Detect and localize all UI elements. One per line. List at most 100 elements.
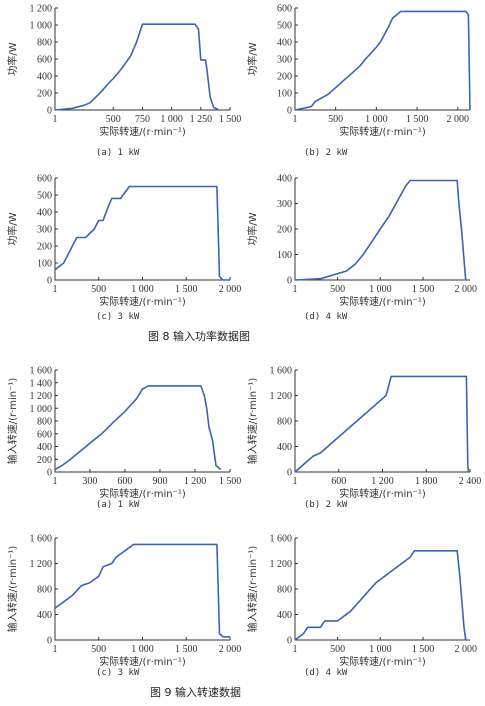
figure-8-caption: 图 8 输入功率数据图 bbox=[148, 330, 250, 343]
y-tick-label: 600 bbox=[37, 429, 52, 440]
y-tick-label: 100 bbox=[277, 89, 292, 100]
x-tick-label: 2 000 bbox=[454, 284, 477, 295]
x-axis-label: 实际转速/(r·min⁻¹) bbox=[99, 295, 186, 308]
y-axis-label: 输入转速/(r·min⁻¹) bbox=[6, 546, 19, 633]
x-axis-label: 实际转速/(r·min⁻¹) bbox=[339, 125, 426, 138]
chart-svg-f9d: 0 400 800 1 200 1 600 1 500 1 000 1 500 2 000 实际转速… bbox=[246, 534, 477, 669]
x-tick-label: 1 000 bbox=[365, 114, 388, 125]
y-tick-label: 1 200 bbox=[270, 559, 293, 570]
x-tick-label: 1 bbox=[53, 114, 58, 125]
y-tick-label: 200 bbox=[37, 455, 52, 466]
x-tick-label: 1 500 bbox=[412, 284, 435, 295]
y-axis-label: 功率/W bbox=[246, 212, 259, 245]
figure-9-caption: 图 9 输入转速数据 bbox=[150, 686, 241, 699]
y-axis-label: 功率/W bbox=[6, 42, 19, 75]
x-tick-label: 750 bbox=[135, 114, 150, 125]
y-tick-label: 0 bbox=[47, 636, 52, 647]
x-tick-label: 2 400 bbox=[459, 476, 482, 487]
x-tick-label: 500 bbox=[91, 284, 106, 295]
chart-svg-f8b: 0 100 200 300 400 500 600 1 500 1 000 1 500 2 000 实际… bbox=[246, 4, 471, 138]
x-tick-label: 1 500 bbox=[175, 644, 198, 655]
chart-svg-f9b: 0 400 800 1 200 1 600 1 600 1 200 1 800 2 400 实际转速… bbox=[246, 366, 482, 501]
y-tick-label: 500 bbox=[37, 191, 52, 202]
series-line bbox=[294, 10, 471, 111]
y-tick-label: 0 bbox=[47, 276, 52, 287]
axes bbox=[294, 178, 470, 281]
chart-svg-f9c: 0 400 800 1 200 1 600 1 500 1 000 1 500 2 000 实际转速… bbox=[6, 534, 241, 669]
subcaption-f9c: (c) 3 kW bbox=[96, 668, 140, 678]
subcaption-f9b: (b) 2 kW bbox=[304, 500, 348, 510]
y-tick-label: 1 000 bbox=[30, 404, 53, 415]
x-tick-label: 500 bbox=[328, 114, 343, 125]
chart-f8c: 0 100 200 300 400 500 600 1 500 1 000 1 500 2 000 实际… bbox=[0, 170, 242, 318]
y-tick-label: 300 bbox=[277, 199, 292, 210]
x-tick-label: 1 bbox=[53, 284, 58, 295]
series-line bbox=[54, 385, 222, 471]
y-tick-label: 400 bbox=[37, 72, 52, 83]
x-axis-label: 实际转速/(r·min⁻¹) bbox=[339, 487, 426, 500]
x-axis-label: 实际转速/(r·min⁻¹) bbox=[99, 655, 186, 668]
y-tick-label: 1 200 bbox=[30, 559, 53, 570]
chart-f9b: 0 400 800 1 200 1 600 1 600 1 200 1 800 2 400 实际转速… bbox=[240, 362, 482, 510]
x-tick-label: 500 bbox=[91, 644, 106, 655]
x-tick-label: 1 500 bbox=[406, 114, 429, 125]
x-tick-label: 1 250 bbox=[190, 114, 213, 125]
x-tick-label: 600 bbox=[117, 476, 132, 487]
y-tick-label: 400 bbox=[37, 208, 52, 219]
axes bbox=[294, 370, 470, 473]
series-line bbox=[294, 550, 467, 641]
y-axis-label: 功率/W bbox=[246, 42, 259, 75]
y-tick-label: 200 bbox=[277, 225, 292, 236]
y-tick-label: 0 bbox=[287, 636, 292, 647]
axes bbox=[294, 8, 470, 111]
x-tick-label: 1 000 bbox=[369, 284, 392, 295]
subcaption-f9d: (d) 4 kW bbox=[304, 668, 348, 678]
y-tick-label: 800 bbox=[277, 417, 292, 428]
x-tick-label: 1 000 bbox=[369, 644, 392, 655]
y-tick-label: 100 bbox=[37, 259, 52, 270]
x-tick-label: 300 bbox=[82, 476, 97, 487]
axes bbox=[54, 178, 230, 281]
subcaption-f8c: (c) 3 kW bbox=[96, 312, 140, 322]
x-axis-label: 实际转速/(r·min⁻¹) bbox=[339, 295, 426, 308]
axes bbox=[54, 370, 230, 473]
subcaption-f8a: (a) 1 kW bbox=[96, 148, 140, 158]
x-tick-label: 1 bbox=[293, 476, 298, 487]
y-tick-label: 800 bbox=[37, 38, 52, 49]
y-axis-label: 功率/W bbox=[6, 212, 19, 245]
y-tick-label: 300 bbox=[37, 225, 52, 236]
y-tick-label: 400 bbox=[277, 442, 292, 453]
x-axis-label: 实际转速/(r·min⁻¹) bbox=[99, 487, 186, 500]
series-line bbox=[294, 179, 467, 281]
x-tick-label: 1 bbox=[53, 644, 58, 655]
series-line bbox=[54, 543, 230, 638]
x-tick-label: 1 500 bbox=[219, 114, 242, 125]
x-tick-label: 500 bbox=[106, 114, 121, 125]
y-tick-label: 1 200 bbox=[30, 4, 53, 15]
axes bbox=[294, 538, 470, 641]
x-tick-label: 2 000 bbox=[219, 284, 242, 295]
y-tick-label: 1 400 bbox=[30, 378, 53, 389]
series-line bbox=[54, 23, 219, 111]
y-axis-label: 输入转速/(r·min⁻¹) bbox=[6, 378, 19, 465]
y-tick-label: 1 200 bbox=[30, 391, 53, 402]
y-tick-label: 800 bbox=[37, 417, 52, 428]
x-tick-label: 1 bbox=[293, 114, 298, 125]
y-tick-label: 0 bbox=[287, 276, 292, 287]
y-tick-label: 600 bbox=[37, 55, 52, 66]
x-tick-label: 1 500 bbox=[175, 284, 198, 295]
y-tick-label: 200 bbox=[277, 72, 292, 83]
x-tick-label: 1 000 bbox=[131, 644, 154, 655]
x-tick-label: 1 000 bbox=[131, 284, 154, 295]
x-tick-label: 1 bbox=[53, 476, 58, 487]
y-tick-label: 400 bbox=[277, 38, 292, 49]
y-tick-label: 400 bbox=[37, 610, 52, 621]
y-tick-label: 0 bbox=[287, 106, 292, 117]
series-line bbox=[294, 375, 470, 473]
y-axis-label: 输入转速/(r·min⁻¹) bbox=[246, 546, 259, 633]
subcaption-f9a: (a) 1 kW bbox=[96, 500, 140, 510]
y-tick-label: 400 bbox=[277, 174, 292, 185]
chart-f9a: 0 200 400 600 800 1 000 1 200 1 400 1 600 1 300 600… bbox=[0, 362, 241, 510]
y-tick-label: 1 000 bbox=[30, 21, 53, 32]
x-tick-label: 1 bbox=[293, 284, 298, 295]
